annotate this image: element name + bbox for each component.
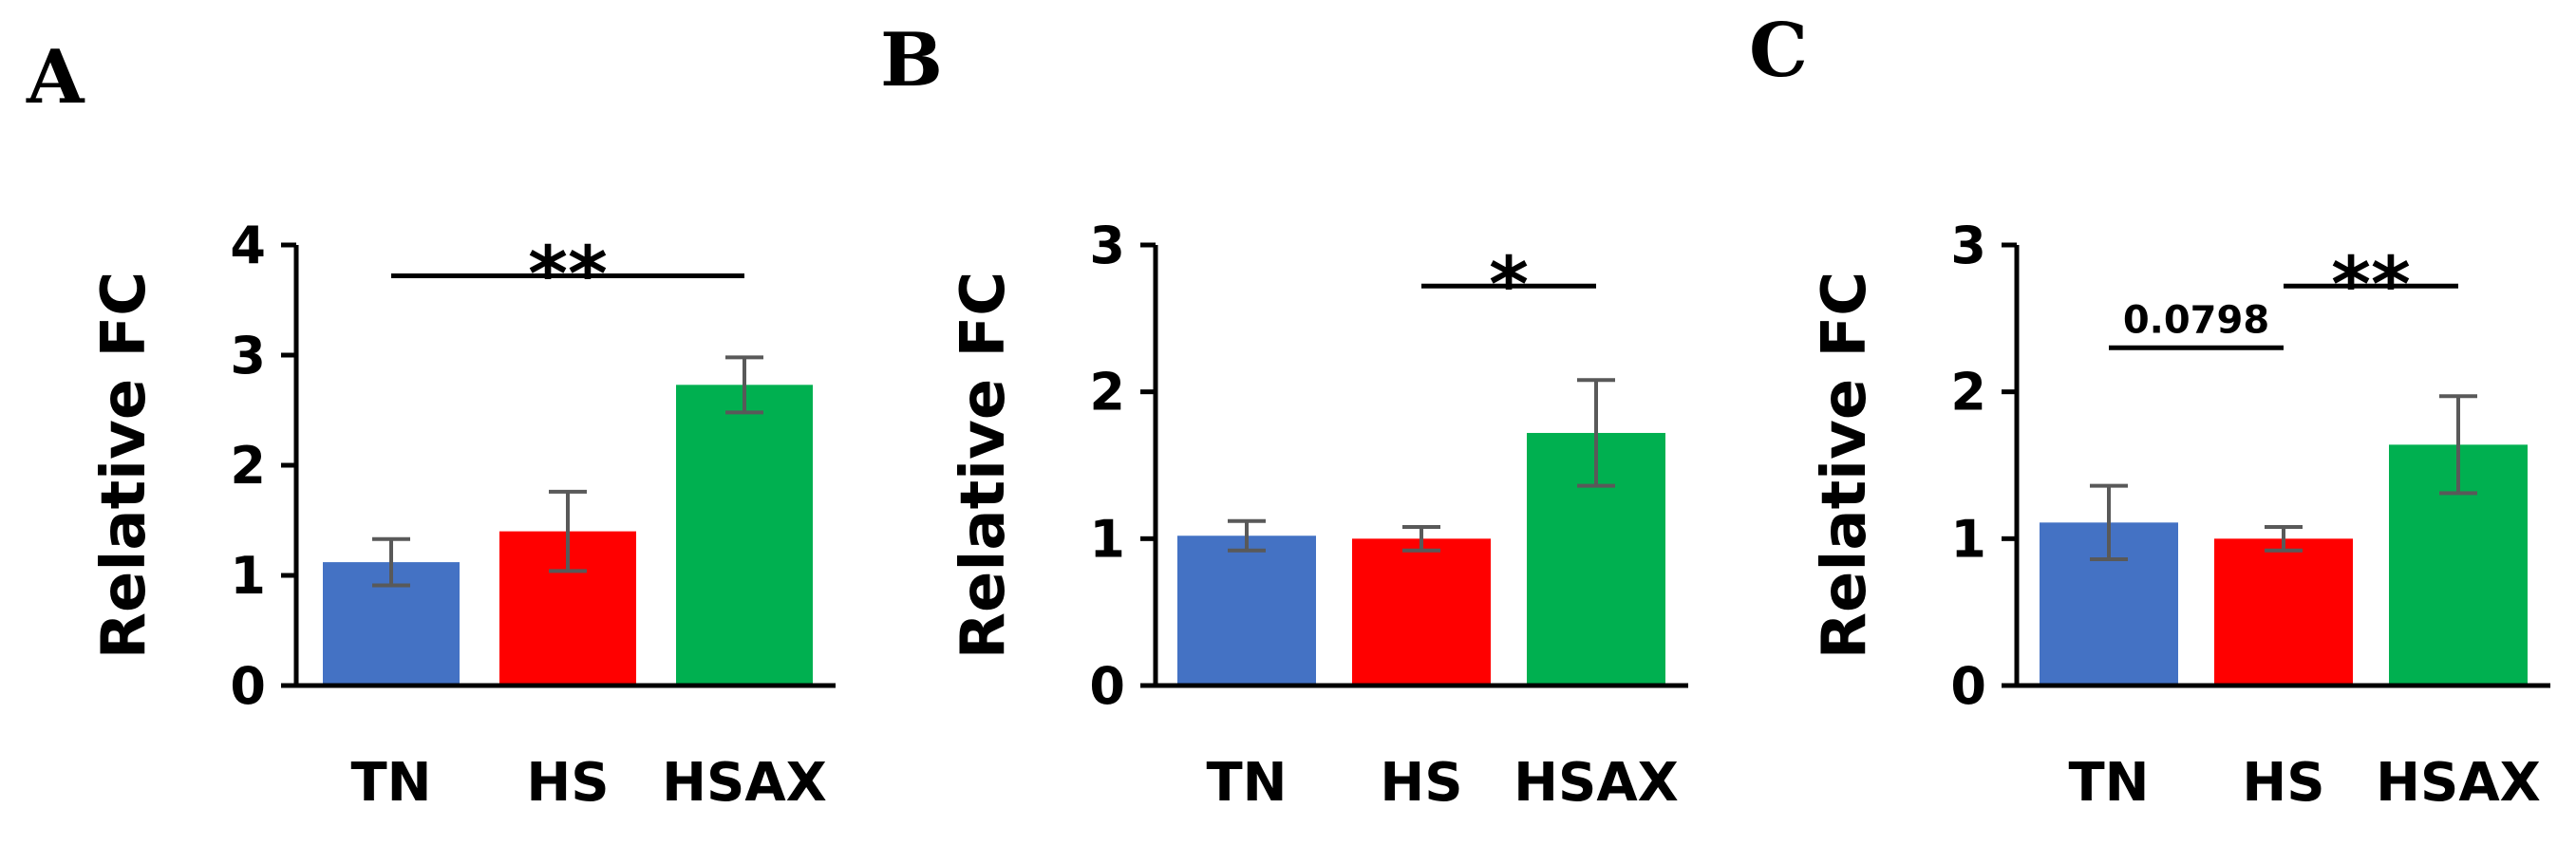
x-tick-label: TN	[350, 752, 431, 814]
error-bar-hsax	[2439, 394, 2477, 496]
error-bar-hs	[549, 489, 587, 573]
y-tick-label: 0	[1089, 656, 1125, 716]
x-tick-label: TN	[2068, 752, 2149, 814]
y-tick-label: 4	[230, 216, 266, 275]
x-tick-label: HSAX	[1514, 752, 1679, 814]
error-bar-hs	[1402, 524, 1440, 553]
panel-letter: C	[1749, 8, 1808, 94]
chart-panel-b: B Relative FC 0 1 2 3 TN HS HSAX *	[880, 17, 1688, 814]
error-bar-hs	[2265, 524, 2303, 553]
y-tick-label: 2	[1089, 363, 1125, 423]
error-bar-hsax	[725, 355, 763, 415]
bar-hsax	[676, 385, 813, 686]
error-bar-tn	[1228, 518, 1266, 553]
error-bar-tn	[2090, 483, 2128, 561]
bar-hs	[1352, 538, 1491, 686]
y-tick-label: 3	[230, 326, 266, 385]
y-axis-title: Relative FC	[949, 272, 1019, 659]
y-axis-title: Relative FC	[1810, 272, 1880, 659]
y-tick-label: 3	[1089, 216, 1125, 275]
x-tick-label: HS	[526, 752, 609, 814]
significance-label: **	[528, 230, 608, 318]
significance-label: 0.0798	[2123, 298, 2269, 342]
significance-label: *	[1489, 240, 1529, 329]
y-tick-label: 1	[1950, 509, 1986, 569]
y-tick-label: 0	[1950, 656, 1986, 716]
panel-letter: B	[880, 17, 943, 103]
y-tick-label: 3	[1950, 216, 1986, 275]
error-bar-tn	[372, 536, 410, 588]
x-tick-label: HSAX	[662, 752, 827, 814]
x-tick-label: HS	[1380, 752, 1462, 814]
bar-tn	[1177, 536, 1316, 686]
x-tick-label: TN	[1206, 752, 1287, 814]
y-tick-label: 2	[230, 436, 266, 496]
error-bar-hsax	[1577, 378, 1615, 488]
significance-label: **	[2331, 240, 2411, 329]
y-tick-label: 2	[1950, 363, 1986, 423]
y-tick-label: 1	[230, 546, 266, 606]
x-tick-label: HSAX	[2376, 752, 2541, 814]
chart-panel-c: C Relative FC 0 1 2 3 TN HS HSAX 0.0798 **	[1749, 8, 2550, 814]
y-tick-label: 1	[1089, 509, 1125, 569]
y-tick-label: 0	[230, 656, 266, 716]
y-axis-title: Relative FC	[89, 272, 160, 659]
x-tick-label: HS	[2242, 752, 2324, 814]
bar-hs	[2214, 538, 2353, 686]
panel-letter: A	[26, 34, 85, 121]
chart-panel-a: A Relative FC 0 1 2 3 4 TN HS HSAX **	[26, 34, 836, 814]
